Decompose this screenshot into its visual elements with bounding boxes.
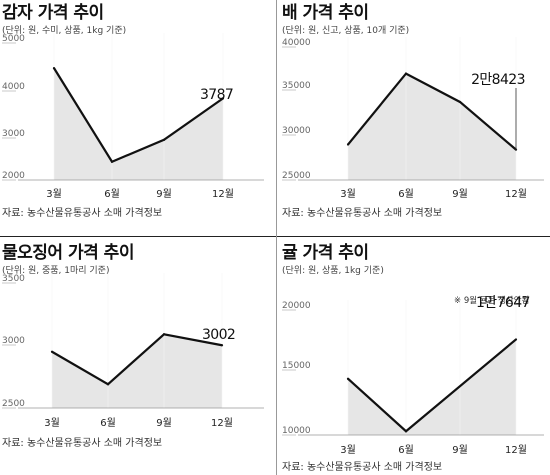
chart-unit: (단위: 원, 신고, 상품, 10개 기준) <box>282 25 409 36</box>
chart-source: 자료: 농수산물유통공사 소매 가격정보 <box>2 436 162 449</box>
data-point <box>52 67 56 70</box>
chart-potato: 감자 가격 추이 (단위: 원, 수미, 상품, 1kg 기준) 5000 4000 3… <box>2 0 272 235</box>
data-label: 3787 <box>200 87 233 103</box>
data-label: 3002 <box>202 327 235 343</box>
chart-svg: 배 가격 추이 (단위: 원, 신고, 상품, 10개 기준) 40000 35000… <box>282 3 544 219</box>
vertical-divider <box>276 0 277 475</box>
data-point <box>162 333 166 336</box>
chart-svg: 귤 가격 추이 (단위: 원, 상품, 1kg 기준) ※ 9월 귤은 생산안됨 20… <box>282 243 544 473</box>
chart-title: 배 가격 추이 <box>282 3 369 23</box>
data-label: 1만7647 <box>476 295 530 311</box>
chart-pear: 배 가격 추이 (단위: 원, 신고, 상품, 10개 기준) 40000 35000… <box>282 0 550 235</box>
chart-squid: 물오징어 가격 추이 (단위: 원, 중품, 1마리 기준) 3500 3000 250… <box>2 240 272 475</box>
data-point <box>346 377 350 380</box>
y-tick-label: 4000 <box>2 82 25 92</box>
data-point <box>162 138 166 141</box>
x-tick-label: 12월 <box>505 444 527 456</box>
x-tick-label: 9월 <box>452 188 468 200</box>
y-tick-label: 2500 <box>2 399 25 409</box>
data-point <box>404 430 408 433</box>
y-tick-label: 30000 <box>282 126 311 136</box>
x-tick-label: 3월 <box>340 188 356 200</box>
series-line <box>347 72 517 151</box>
x-tick-label: 3월 <box>340 444 356 456</box>
area-fill <box>348 73 516 180</box>
y-tick-label: 25000 <box>282 171 311 181</box>
area-fill <box>348 339 516 435</box>
area-fill <box>54 68 223 180</box>
x-tick-label: 6월 <box>398 188 414 200</box>
horizontal-divider <box>0 236 550 237</box>
x-tick-label: 9월 <box>452 444 468 456</box>
chart-svg: 물오징어 가격 추이 (단위: 원, 중품, 1마리 기준)3500 3000 250… <box>2 243 264 449</box>
data-point <box>346 143 350 146</box>
data-point <box>220 344 224 347</box>
chart-unit: (단위: 원, 수미, 상품, 1kg 기준) <box>2 25 126 36</box>
chart-tangerine: 귤 가격 추이 (단위: 원, 상품, 1kg 기준) ※ 9월 귤은 생산안됨 20… <box>282 240 550 475</box>
y-tick-label: 3500 <box>2 274 25 284</box>
chart-source: 자료: 농수산물유통공사 소매 가격정보 <box>282 206 442 219</box>
y-tick-label: 3000 <box>2 129 25 139</box>
y-tick-label: 40000 <box>282 38 311 48</box>
data-point <box>110 160 114 163</box>
y-tick-label: 5000 <box>2 34 25 44</box>
data-point <box>458 100 462 104</box>
data-point <box>106 383 110 386</box>
chart-unit: (단위: 원, 상품, 1kg 기준) <box>282 265 384 276</box>
x-tick-label: 12월 <box>212 188 234 200</box>
y-tick-label: 35000 <box>282 81 311 91</box>
y-tick-label: 15000 <box>282 361 311 371</box>
data-point <box>514 338 518 341</box>
chart-source: 자료: 농수산물유통공사 소매 가격정보 <box>282 460 442 473</box>
y-tick-label: 20000 <box>282 301 311 311</box>
data-point <box>221 97 225 100</box>
data-label: 2만8423 <box>471 72 525 88</box>
y-tick-label: 3000 <box>2 336 25 346</box>
chart-title: 귤 가격 추이 <box>282 243 369 263</box>
area-fill <box>52 334 222 408</box>
y-tick-label: 10000 <box>282 426 311 436</box>
x-tick-label: 6월 <box>104 188 120 200</box>
chart-unit: (단위: 원, 중품, 1마리 기준) <box>2 265 109 276</box>
x-tick-label: 6월 <box>100 417 116 429</box>
data-point <box>50 350 54 353</box>
x-tick-label: 9월 <box>156 417 172 429</box>
series-line <box>53 67 224 164</box>
x-tick-label: 12월 <box>505 188 527 200</box>
series-line <box>51 333 223 386</box>
chart-title: 물오징어 가격 추이 <box>2 243 134 263</box>
x-tick-label: 12월 <box>211 417 233 429</box>
chart-note: ※ 9월 귤은 생산안됨 <box>454 295 529 306</box>
x-tick-label: 6월 <box>398 444 414 456</box>
chart-title: 감자 가격 추이 <box>2 3 104 23</box>
x-tick-label: 9월 <box>156 188 172 200</box>
chart-source: 자료: 농수산물유통공사 소매 가격정보 <box>2 206 162 219</box>
chart-svg: 감자 가격 추이 (단위: 원, 수미, 상품, 1kg 기준)5000 4000 3… <box>2 3 264 219</box>
x-tick-label: 3월 <box>46 188 62 200</box>
x-tick-label: 3월 <box>44 417 60 429</box>
y-tick-label: 2000 <box>2 171 25 181</box>
data-point <box>404 72 408 75</box>
